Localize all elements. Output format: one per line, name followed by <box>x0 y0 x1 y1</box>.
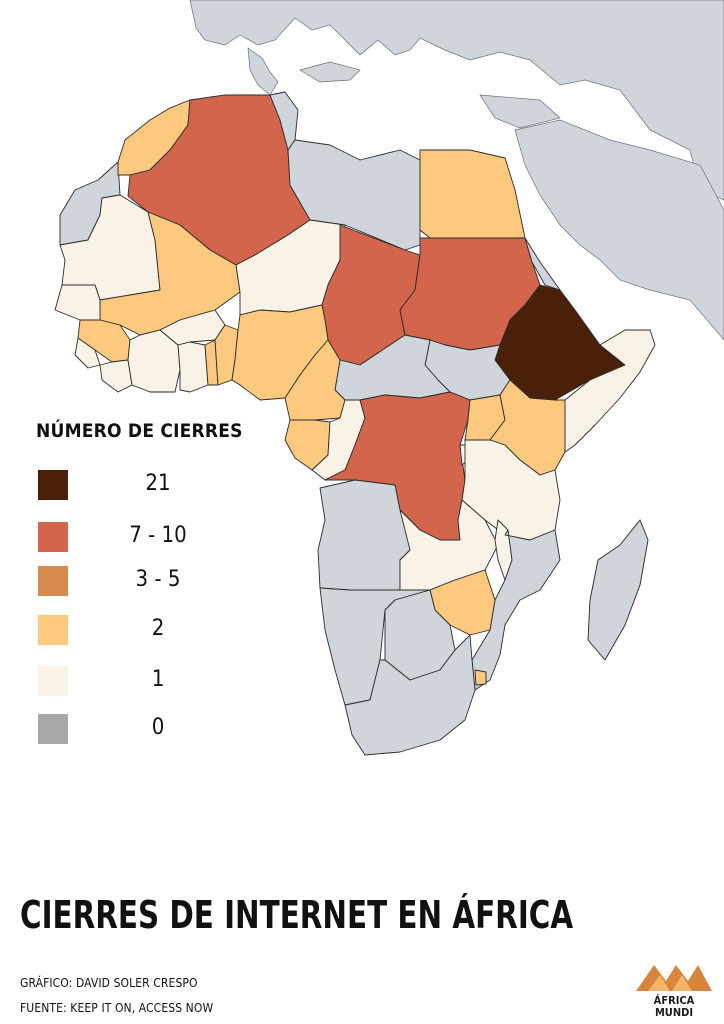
legend: NÚMERO DE CIERRES 21 7 - 10 3 - 5 2 1 0 <box>36 420 276 750</box>
country-sierra-leone <box>74 337 101 369</box>
legend-item-1: 1 <box>38 666 268 698</box>
legend-label: 0 <box>151 715 165 740</box>
country-egypt <box>419 149 526 239</box>
country-south-africa <box>344 634 476 756</box>
africa-map <box>54 0 724 756</box>
logo-text-line1: ÁFRICA <box>653 994 695 1007</box>
legend-label: 7 - 10 <box>129 523 187 548</box>
credit-graphic: GRÁFICO: DAVID SOLER CRESPO <box>20 976 198 990</box>
country-senegal <box>54 284 101 321</box>
legend-swatch <box>38 615 68 645</box>
legend-swatch <box>38 470 68 500</box>
country-ghana <box>177 341 209 393</box>
legend-swatch <box>38 566 68 596</box>
credit-source: FUENTE: KEEP IT ON, ACCESS NOW <box>20 1001 214 1015</box>
legend-item-3-5: 3 - 5 <box>38 566 268 598</box>
logo-text-line2: MUNDI <box>654 1006 694 1019</box>
mountain-logo-icon <box>636 965 712 991</box>
country-eritrea <box>524 237 561 291</box>
legend-label: 3 - 5 <box>135 567 181 592</box>
legend-item-21: 21 <box>38 470 268 502</box>
legend-label: 21 <box>145 471 171 496</box>
country-somalia <box>564 329 656 453</box>
legend-swatch <box>38 714 68 744</box>
legend-swatch <box>38 666 68 696</box>
legend-label: 1 <box>151 667 165 692</box>
country-eswatini <box>474 669 487 686</box>
legend-label: 2 <box>151 616 165 641</box>
legend-item-0: 0 <box>38 714 268 746</box>
africa-mundi-logo: ÁFRICA MUNDI <box>632 955 716 1021</box>
country-liberia <box>99 359 133 393</box>
legend-title: NÚMERO DE CIERRES <box>36 420 243 442</box>
legend-item-2: 2 <box>38 615 268 647</box>
country-mozambique <box>471 529 561 691</box>
page-title: CIERRES DE INTERNET EN ÁFRICA <box>20 893 574 937</box>
country-madagascar <box>587 519 649 661</box>
country-namibia <box>319 587 431 706</box>
legend-item-7-10: 7 - 10 <box>38 522 268 554</box>
countries <box>54 91 656 756</box>
legend-swatch <box>38 522 68 552</box>
